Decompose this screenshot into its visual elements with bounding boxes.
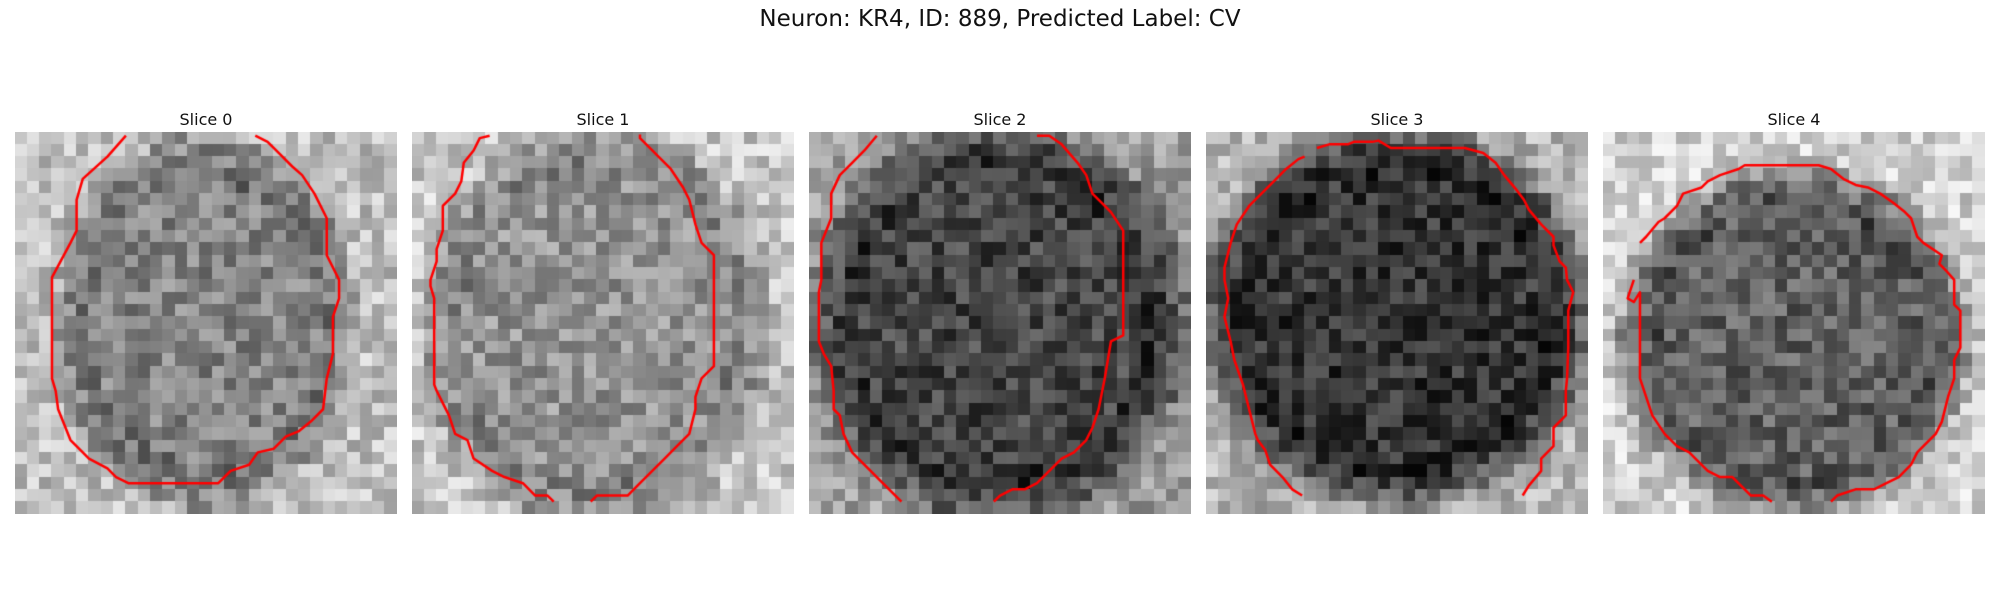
figure-title: Neuron: KR4, ID: 889, Predicted Label: C… (759, 6, 1241, 32)
slice-panel-3: Slice 3 (1206, 108, 1588, 514)
slice-panel-1: Slice 1 (412, 108, 794, 514)
slice-image-2 (809, 132, 1191, 514)
slice-panel-4: Slice 4 (1603, 108, 1985, 514)
slice-panel-0: Slice 0 (15, 108, 397, 514)
slice-image-1 (412, 132, 794, 514)
slice-title-3: Slice 3 (1370, 110, 1424, 129)
slice-panel-2: Slice 2 (809, 108, 1191, 514)
slice-title-1: Slice 1 (576, 110, 630, 129)
slice-image-0 (15, 132, 397, 514)
slice-title-4: Slice 4 (1767, 110, 1821, 129)
slice-image-3 (1206, 132, 1588, 514)
slice-title-2: Slice 2 (973, 110, 1027, 129)
slice-image-4 (1603, 132, 1985, 514)
slice-title-0: Slice 0 (179, 110, 233, 129)
